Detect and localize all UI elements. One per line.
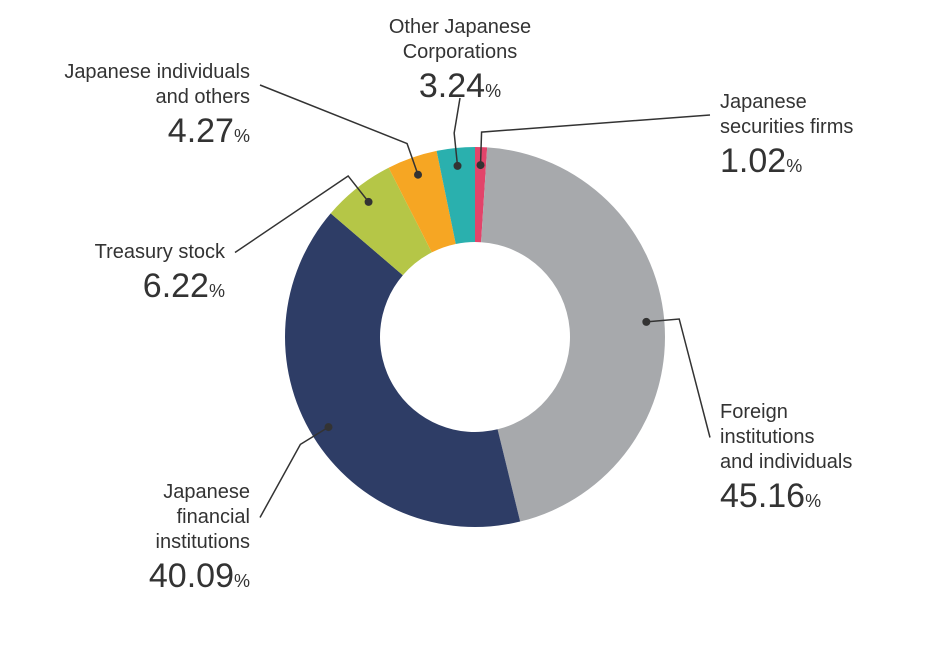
slice-foreign <box>481 147 665 521</box>
label-value: 45.16% <box>720 475 852 518</box>
label-line: securities firms <box>720 115 853 140</box>
label-securities: Japanesesecurities firms1.02% <box>720 90 853 183</box>
leader-dot-other_corp <box>454 162 462 170</box>
label-line: Corporations <box>389 40 531 65</box>
leader-dot-foreign <box>642 318 650 326</box>
leader-dot-treasury <box>365 198 373 206</box>
label-line: Foreign <box>720 400 852 425</box>
label-line: and individuals <box>720 450 852 475</box>
label-line: Japanese individuals <box>64 60 250 85</box>
label-line: and others <box>64 85 250 110</box>
label-value: 4.27% <box>64 110 250 153</box>
label-line: institutions <box>149 530 250 555</box>
label-value: 6.22% <box>95 265 225 308</box>
label-foreign: Foreigninstitutionsand individuals45.16% <box>720 400 852 518</box>
label-line: Treasury stock <box>95 240 225 265</box>
leader-dot-individuals <box>414 171 422 179</box>
label-value: 3.24% <box>389 65 531 108</box>
leader-dot-securities <box>477 161 485 169</box>
label-individuals: Japanese individualsand others4.27% <box>64 60 250 153</box>
label-value: 1.02% <box>720 140 853 183</box>
leader-dot-jfi <box>324 423 332 431</box>
label-line: Japanese <box>149 480 250 505</box>
donut-chart: Japanesesecurities firms1.02% Foreignins… <box>0 0 938 665</box>
label-value: 40.09% <box>149 555 250 598</box>
label-line: institutions <box>720 425 852 450</box>
label-treasury: Treasury stock6.22% <box>95 240 225 308</box>
label-line: Other Japanese <box>389 15 531 40</box>
label-line: financial <box>149 505 250 530</box>
label-line: Japanese <box>720 90 853 115</box>
label-other-corp: Other JapaneseCorporations3.24% <box>389 15 531 108</box>
label-jfi: Japanesefinancialinstitutions40.09% <box>149 480 250 598</box>
